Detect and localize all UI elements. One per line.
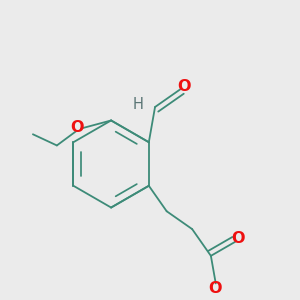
- Text: O: O: [178, 79, 191, 94]
- Text: O: O: [232, 231, 245, 246]
- Text: H: H: [133, 97, 143, 112]
- Text: O: O: [208, 281, 222, 296]
- Text: O: O: [70, 120, 84, 135]
